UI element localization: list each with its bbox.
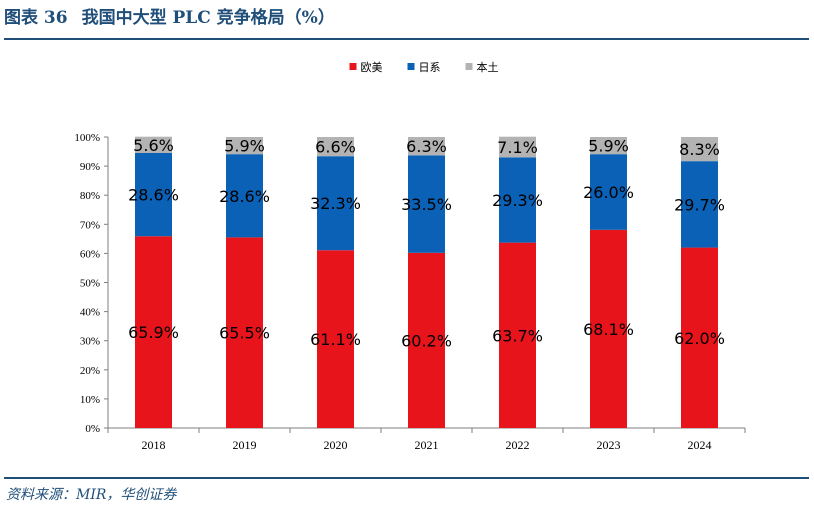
legend-swatch-3 bbox=[465, 63, 473, 70]
data-label: 29.7% bbox=[674, 195, 725, 214]
data-label: 5.6% bbox=[133, 136, 174, 155]
bar-segment-1 bbox=[499, 242, 536, 428]
x-tick-label: 2022 bbox=[506, 438, 530, 452]
x-tick-label: 2021 bbox=[415, 438, 439, 452]
y-tick-label: 30% bbox=[80, 336, 100, 348]
y-tick-label: 20% bbox=[80, 365, 100, 377]
data-label: 28.6% bbox=[219, 187, 270, 206]
data-label: 29.3% bbox=[492, 191, 543, 210]
y-tick-label: 70% bbox=[80, 219, 100, 231]
y-tick-label: 50% bbox=[80, 278, 100, 290]
bar-segment-1 bbox=[135, 236, 172, 428]
bar-segment-3 bbox=[135, 136, 172, 154]
bar-segment-3 bbox=[226, 137, 263, 155]
legend-swatch-2 bbox=[407, 63, 415, 70]
data-label: 60.2% bbox=[401, 331, 452, 350]
bar-segment-3 bbox=[590, 137, 627, 155]
x-tick-label: 2023 bbox=[597, 438, 621, 452]
bar-segment-2 bbox=[226, 154, 263, 238]
y-tick-label: 60% bbox=[80, 248, 100, 260]
data-label: 62.0% bbox=[674, 329, 725, 348]
data-label: 5.9% bbox=[224, 137, 265, 156]
bar-segment-1 bbox=[317, 250, 354, 428]
y-tick-label: 80% bbox=[80, 190, 100, 202]
bar-segment-2 bbox=[408, 155, 445, 253]
bar-segment-2 bbox=[590, 154, 627, 230]
bar-segment-1 bbox=[226, 237, 263, 428]
data-label: 5.9% bbox=[588, 137, 629, 156]
chart-title: 图表 36 我国中大型 PLC 竞争格局（%） bbox=[4, 3, 349, 28]
bar-segment-3 bbox=[317, 137, 354, 157]
bar-segment-3 bbox=[408, 137, 445, 156]
data-label: 65.5% bbox=[219, 324, 270, 343]
data-label: 6.6% bbox=[315, 138, 356, 157]
bar-segment-1 bbox=[681, 247, 718, 428]
bar-segment-2 bbox=[135, 153, 172, 237]
data-label: 6.3% bbox=[406, 137, 447, 156]
x-tick-label: 2019 bbox=[233, 438, 257, 452]
bar-segment-3 bbox=[681, 137, 718, 162]
bar-segment-1 bbox=[590, 229, 627, 428]
y-tick-label: 40% bbox=[80, 307, 100, 319]
y-tick-label: 90% bbox=[80, 161, 100, 173]
figure-number: 图表 36 bbox=[4, 8, 68, 28]
source-note: 资料来源：MIR，华创证券 bbox=[6, 487, 177, 503]
data-label: 8.3% bbox=[679, 140, 720, 159]
y-tick-label: 0% bbox=[85, 423, 100, 435]
legend-swatch-1 bbox=[349, 63, 357, 70]
bar-segment-2 bbox=[499, 157, 536, 243]
data-label: 28.6% bbox=[128, 186, 179, 205]
data-label: 68.1% bbox=[583, 320, 634, 339]
data-label: 65.9% bbox=[128, 323, 179, 342]
footer-rule bbox=[4, 477, 809, 479]
legend-label-1: 欧美 bbox=[361, 61, 383, 74]
x-tick-label: 2020 bbox=[324, 438, 348, 452]
data-label: 33.5% bbox=[401, 195, 452, 214]
data-label: 7.1% bbox=[497, 138, 538, 157]
y-tick-label: 100% bbox=[74, 132, 100, 144]
data-label: 26.0% bbox=[583, 183, 634, 202]
figure-title: 我国中大型 PLC 竞争格局（%） bbox=[81, 8, 335, 28]
x-tick-label: 2018 bbox=[142, 438, 166, 452]
x-tick-label: 2024 bbox=[688, 438, 712, 452]
bar-segment-1 bbox=[408, 252, 445, 428]
header-rule bbox=[4, 38, 809, 40]
legend-label-2: 日系 bbox=[419, 61, 441, 74]
data-label: 63.7% bbox=[492, 326, 543, 345]
bar-segment-2 bbox=[317, 156, 354, 251]
bar-segment-3 bbox=[499, 136, 536, 158]
legend-label-3: 本土 bbox=[477, 60, 499, 74]
data-label: 61.1% bbox=[310, 330, 361, 349]
y-tick-label: 10% bbox=[80, 394, 100, 406]
data-label: 32.3% bbox=[310, 194, 361, 213]
bar-segment-2 bbox=[681, 161, 718, 248]
